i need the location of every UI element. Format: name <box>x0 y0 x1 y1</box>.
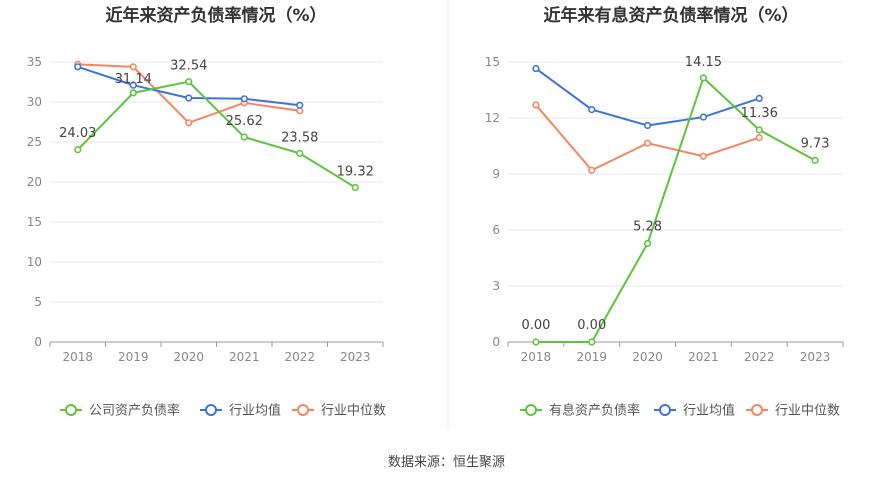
y-tick-label: 0 <box>492 335 500 349</box>
series-point <box>240 133 248 141</box>
x-tick-label: 2023 <box>340 350 371 364</box>
series-point <box>755 94 763 102</box>
series-point <box>296 107 304 115</box>
x-tick-label: 2020 <box>173 350 204 364</box>
y-tick-label: 10 <box>27 255 42 269</box>
legend-marker <box>659 404 671 416</box>
chart-title: 近年来资产负债率情况（%） <box>105 5 326 26</box>
series-point <box>240 95 248 103</box>
series-point <box>588 105 596 114</box>
data-label: 9.73 <box>801 136 830 151</box>
x-tick-label: 2022 <box>744 350 775 364</box>
series-point <box>296 149 304 157</box>
series-point <box>699 113 708 121</box>
legend-label: 公司资产负债率 <box>89 403 180 419</box>
data-label: 24.03 <box>59 126 96 141</box>
series-line <box>535 76 816 343</box>
series-point <box>185 78 193 86</box>
y-tick-label: 15 <box>485 55 500 69</box>
y-tick-label: 15 <box>27 215 42 229</box>
series-point <box>643 121 652 130</box>
y-tick-label: 20 <box>27 175 42 189</box>
series-point <box>74 63 82 71</box>
source-note: 数据来源：恒生聚源 <box>387 455 505 470</box>
chart-title: 近年来有息资产负债率情况（%） <box>543 5 798 26</box>
y-tick-label: 0 <box>34 335 42 349</box>
series-point <box>699 152 708 160</box>
data-label: 23.58 <box>281 130 318 145</box>
data-label: 0.00 <box>521 318 550 333</box>
legend-marker <box>205 404 217 416</box>
legend-marker <box>751 404 763 416</box>
x-tick-label: 2018 <box>521 350 552 364</box>
x-tick-label: 2018 <box>62 350 93 364</box>
chart-panel-1: 近年来资产负债率情况（%） 0 5 10 15 20 25 30 35 2018 2019 2020 2… <box>27 5 386 419</box>
legend-label: 行业中位数 <box>775 404 840 419</box>
series-point <box>532 64 540 73</box>
y-tick-label: 9 <box>492 167 500 181</box>
series-point <box>185 94 193 102</box>
data-label: 19.32 <box>337 164 374 179</box>
legend-item: 行业均值 <box>200 403 281 419</box>
series-point <box>699 74 708 82</box>
y-tick-label: 5 <box>34 295 42 309</box>
series-point <box>588 166 596 174</box>
legend-label: 行业均值 <box>229 403 281 419</box>
series-point <box>129 89 137 97</box>
legend-label: 行业均值 <box>683 403 735 419</box>
series-point <box>129 81 137 89</box>
x-tick-label: 2022 <box>284 350 315 364</box>
series-point <box>532 338 540 346</box>
series-point <box>185 119 193 127</box>
y-tick-label: 30 <box>27 95 42 109</box>
legend-label: 行业中位数 <box>321 404 386 419</box>
legend-item: 有息资产负债率 <box>520 403 640 419</box>
x-tick-label: 2021 <box>229 350 260 364</box>
x-tick-label: 2021 <box>688 350 719 364</box>
series-point <box>296 101 304 109</box>
series-line <box>77 80 356 189</box>
legend-marker <box>297 404 309 416</box>
x-tick-label: 2023 <box>800 350 831 364</box>
legend-label: 有息资产负债率 <box>549 403 640 419</box>
x-tick-label: 2019 <box>576 350 607 364</box>
data-label: 5.28 <box>633 219 662 234</box>
y-tick-label: 35 <box>27 55 42 69</box>
legend-item: 行业中位数 <box>292 404 386 419</box>
x-tick-label: 2020 <box>632 350 663 364</box>
legend-item: 行业中位数 <box>746 404 840 419</box>
series-point <box>755 126 763 134</box>
x-tick-label: 2019 <box>118 350 149 364</box>
data-label: 11.36 <box>741 106 778 121</box>
series-point <box>755 134 763 142</box>
series-point <box>532 101 540 109</box>
series-point <box>129 63 137 71</box>
data-label: 0.00 <box>577 318 606 333</box>
chart-panel-2: 近年来有息资产负债率情况（%） 0 3 6 9 12 15 2018 2019 2020 2021 2… <box>485 5 844 419</box>
legend-item: 行业均值 <box>654 403 735 419</box>
series-point <box>351 183 359 192</box>
series-line <box>535 67 760 127</box>
y-tick-label: 6 <box>492 223 500 237</box>
legend-item: 公司资产负债率 <box>60 403 180 419</box>
series-point <box>811 156 819 164</box>
y-tick-label: 12 <box>485 111 500 125</box>
y-tick-label: 3 <box>492 279 500 293</box>
series-point <box>74 146 82 154</box>
series-line <box>535 104 760 172</box>
data-label: 31.14 <box>115 72 152 87</box>
y-tick-label: 25 <box>27 135 42 149</box>
data-label: 25.62 <box>226 114 263 129</box>
series-point <box>643 239 652 248</box>
data-label: 32.54 <box>170 59 207 74</box>
data-label: 14.15 <box>685 55 722 70</box>
legend-marker <box>65 404 77 416</box>
legend-marker <box>525 404 537 416</box>
series-point <box>643 139 652 147</box>
series-point <box>588 338 596 346</box>
